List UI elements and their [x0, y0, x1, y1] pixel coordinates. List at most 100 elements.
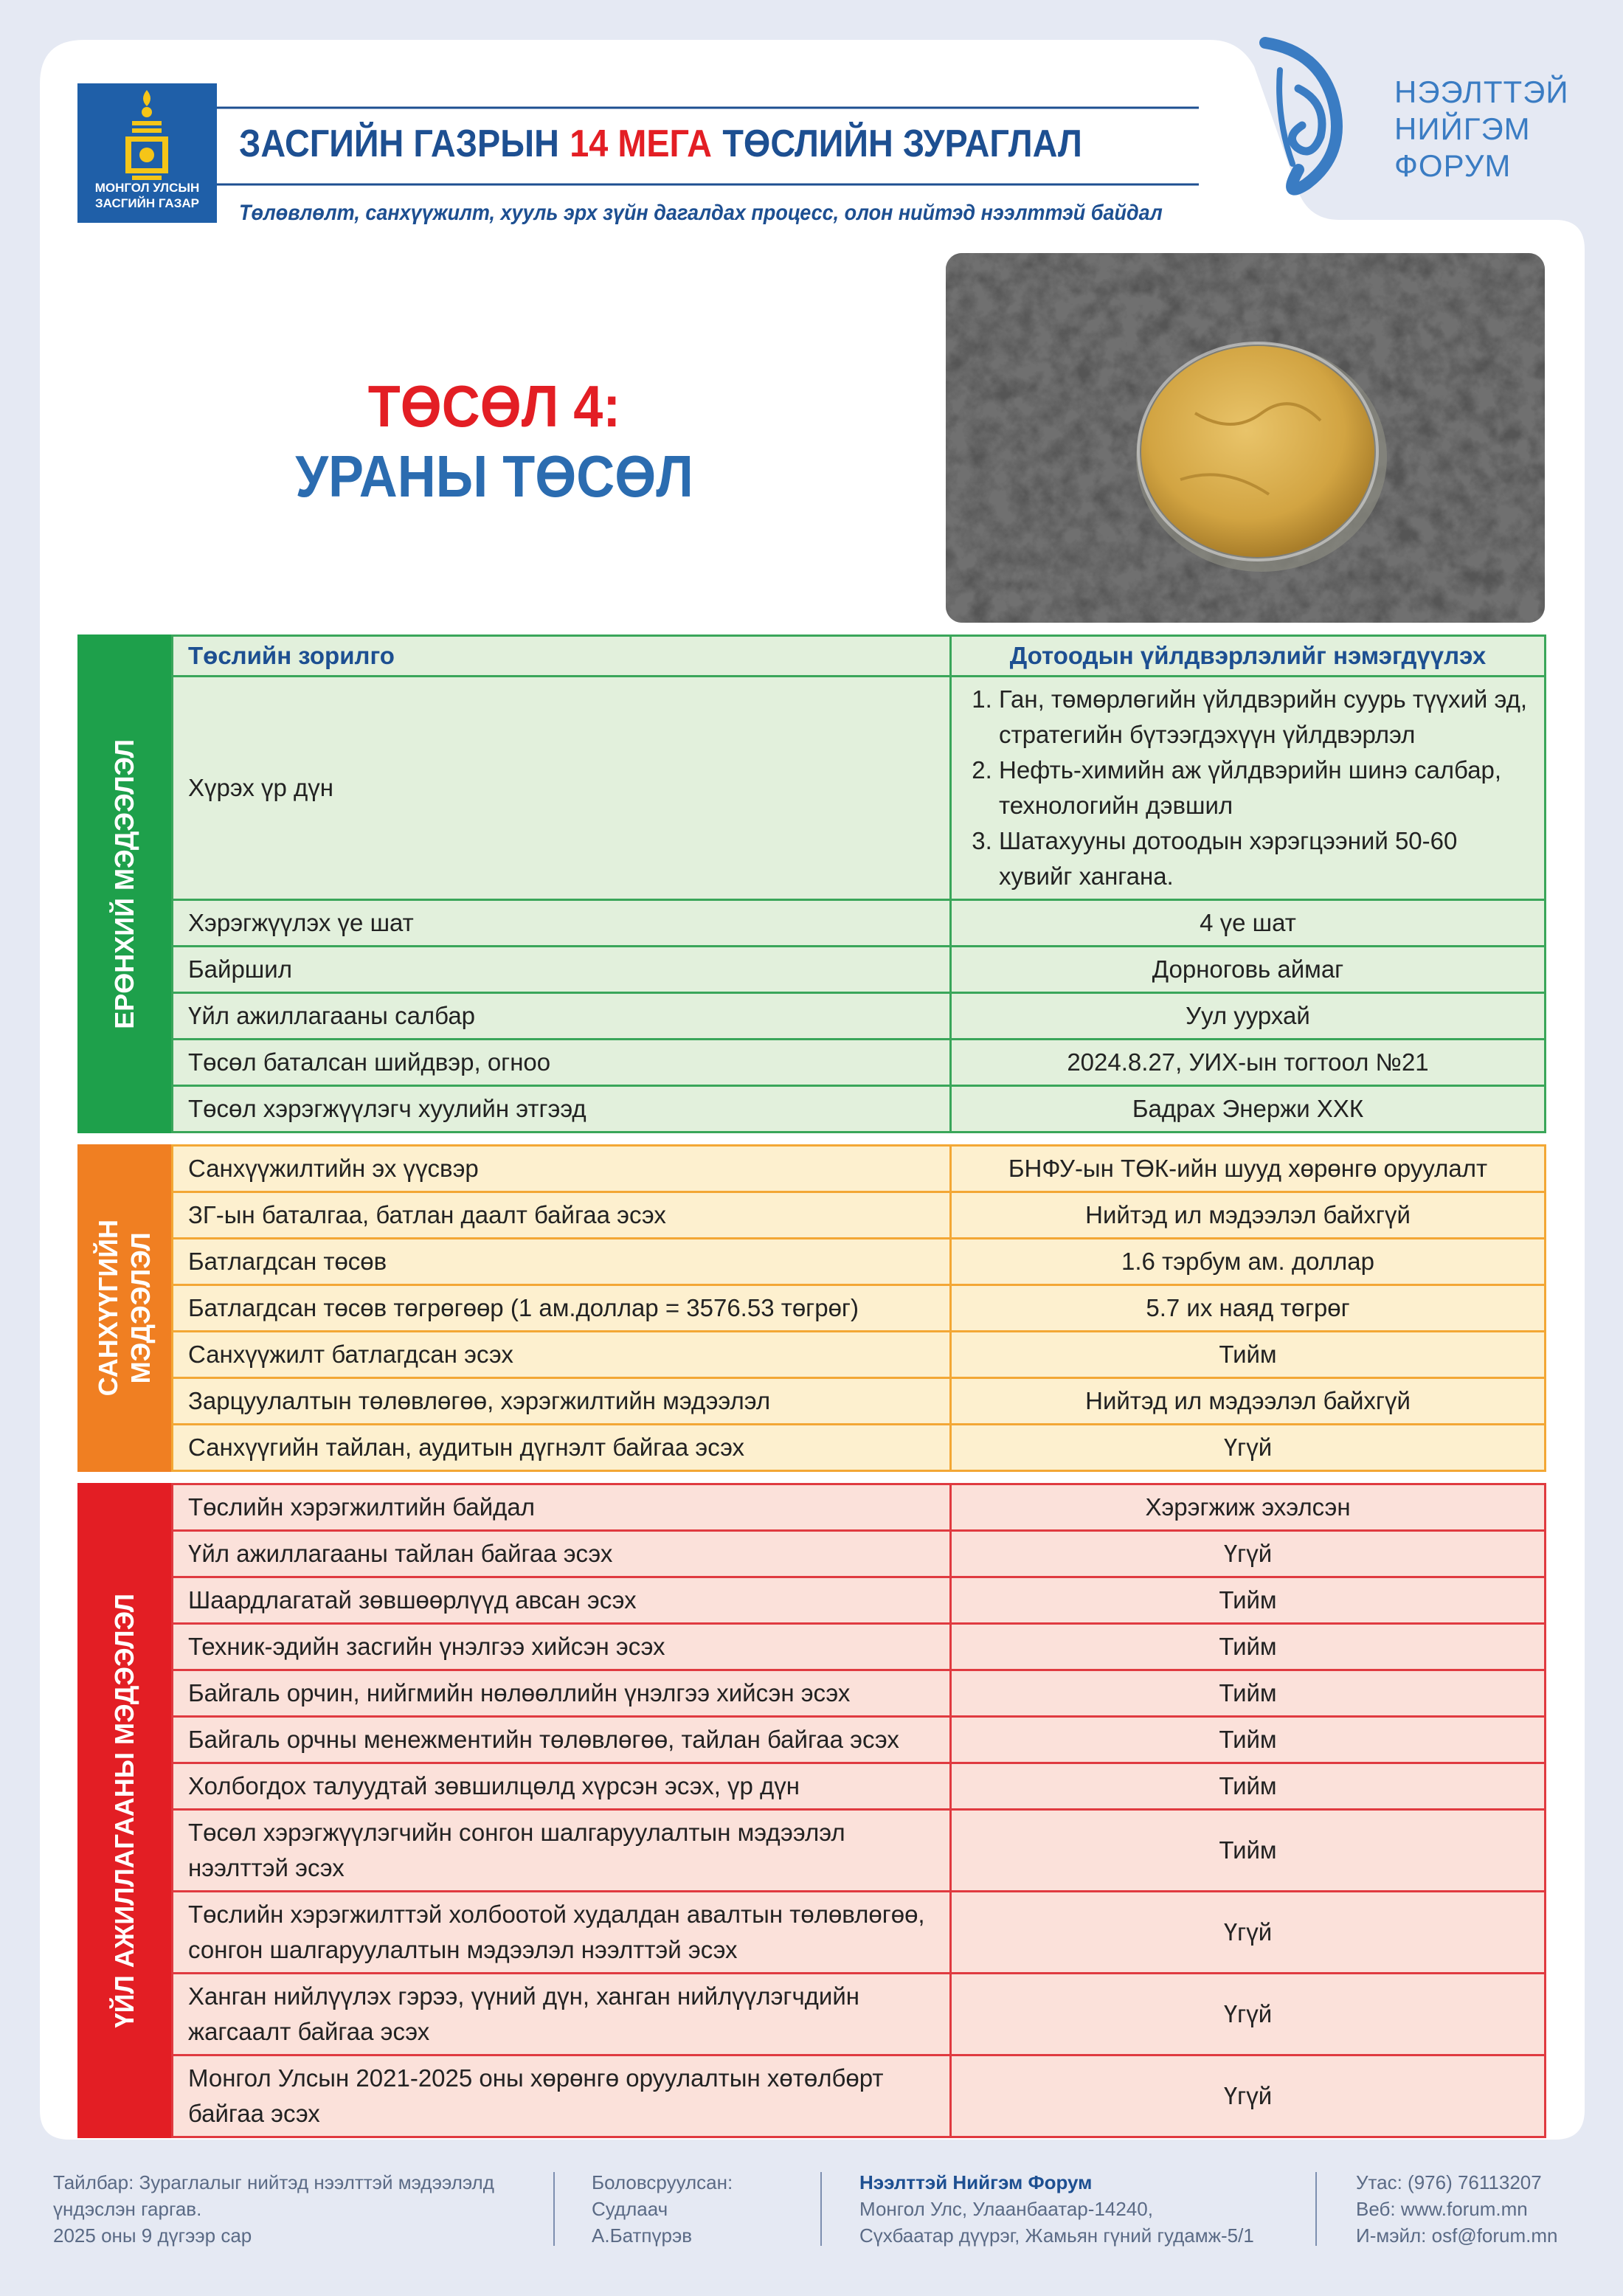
row-label: Төслийн хэрэгжилтийн байдал [171, 1483, 952, 1532]
result-list: Ган, төмөрлөгийн үйлдвэрийн суурь түүхий… [966, 682, 1529, 894]
row-label: ЗГ-ын баталгаа, батлан даалт байгаа эсэх [171, 1191, 952, 1239]
table-row: Батлагдсан төсөв 1.6 тэрбум ам. доллар [171, 1237, 1546, 1286]
row-label: Байгаль орчны менежментийн төлөвлөгөө, т… [171, 1715, 952, 1764]
table-row: Хэрэгжүүлэх үе шат 4 үе шат [171, 899, 1546, 947]
info-table: Төслийн зорилго Дотоодын үйлдвэрлэлийг нэ… [171, 634, 1546, 1133]
row-value: Нийтэд ил мэдээлэл байхгүй [949, 1377, 1546, 1425]
section-label: ЕРӨНХИЙ МЭДЭЭЛЭЛ [77, 634, 171, 1133]
row-value: 5.7 их наяд төгрөг [949, 1284, 1546, 1332]
table-row: ЗГ-ын баталгаа, батлан даалт байгаа эсэх… [171, 1191, 1546, 1239]
row-label: Хэрэгжүүлэх үе шат [171, 899, 952, 947]
footer-note-line: Тайлбар: Зураглалыг нийтэд нээлттэй мэдэ… [53, 2171, 494, 2193]
header-title: ЗАСГИЙН ГАЗРЫН 14 МЕГА ТӨСЛИЙН ЗУРАГЛАЛ [239, 122, 1093, 166]
emblem [125, 90, 168, 180]
row-label: Төслийн хэрэгжилттэй холбоотой худалдан … [171, 1890, 952, 1974]
footer-note-line: 2025 оны 9 дүгээр сар [53, 2224, 252, 2247]
row-label: Санхүүгийн тайлан, аудитын дүгнэлт байга… [171, 1423, 952, 1472]
row-label: Санхүүжилтийн эх үүсвэр [171, 1144, 952, 1193]
table-row: Төсөл хэрэгжүүлэгчийн сонгон шалгаруулал… [171, 1808, 1546, 1892]
section-label-text: ҮЙЛ АЖИЛЛАГААНЫ МЭДЭЭЛЭЛ [108, 1594, 141, 2027]
row-value: 4 үе шат [949, 899, 1546, 947]
row-label: Төсөл хэрэгжүүлэгч хуулийн этгээд [171, 1085, 952, 1133]
table-row: Хүрэх үр дүн Ган, төмөрлөгийн үйлдвэрийн … [171, 675, 1546, 901]
table-row: Байгаль орчин, нийгмийн нөлөөллийн үнэлг… [171, 1669, 1546, 1718]
section: ҮЙЛ АЖИЛЛАГААНЫ МЭДЭЭЛЭЛ Төслийн хэрэгжил… [77, 1483, 1546, 2138]
footer-separator [820, 2172, 822, 2246]
table-row: Төсөл баталсан шийдвэр, огноо 2024.8.27, … [171, 1038, 1546, 1087]
table-row: Үйл ажиллагааны тайлан байгаа эсэх Үгүй [171, 1529, 1546, 1578]
table-header-row: Төслийн зорилго Дотоодын үйлдвэрлэлийг нэ… [171, 634, 1546, 677]
header-value: Дотоодын үйлдвэрлэлийг нэмэгдүүлэх [949, 634, 1546, 677]
row-value: Тийм [949, 1762, 1546, 1811]
table-row: Батлагдсан төсөв төгрөгөөр (1 ам.доллар … [171, 1284, 1546, 1332]
table-row: Төсөл хэрэгжүүлэгч хуулийн этгээд Бадрах … [171, 1085, 1546, 1133]
row-value: Үгүй [949, 1423, 1546, 1472]
row-value: Үгүй [949, 1529, 1546, 1578]
emblem-line: ЗАСГИЙН ГАЗАР [95, 196, 199, 210]
footer-org-name-line: Нээлттэй Нийгэм Форум [859, 2169, 1302, 2196]
row-value: Тийм [949, 1808, 1546, 1892]
section-label: САНХҮҮГИЙН МЭДЭЭЛЭЛ [77, 1144, 171, 1472]
row-value: Үгүй [949, 2054, 1546, 2138]
row-label: Төсөл хэрэгжүүлэгчийн сонгон шалгаруулал… [171, 1808, 952, 1892]
row-value: Тийм [949, 1669, 1546, 1718]
section-label-text: САНХҮҮГИЙН МЭДЭЭЛЭЛ [92, 1220, 157, 1396]
info-table: Санхүүжилтийн эх үүсвэр БНФУ-ын ТӨК-ийн ш… [171, 1144, 1546, 1472]
section: ЕРӨНХИЙ МЭДЭЭЛЭЛ Төслийн зорилго Дотоодын … [77, 634, 1546, 1133]
footer-column: Нээлттэй Нийгэм Форум Монгол Улс, Улаанба… [859, 2169, 1302, 2249]
row-label: Санхүүжилт батлагдсан эсэх [171, 1330, 952, 1379]
result-item: Ган, төмөрлөгийн үйлдвэрийн суурь түүхий… [999, 682, 1529, 753]
row-label: Байгаль орчин, нийгмийн нөлөөллийн үнэлг… [171, 1669, 952, 1718]
row-value: Хэрэгжиж эхэлсэн [949, 1483, 1546, 1532]
row-label: Техник-эдийн засгийн үнэлгээ хийсэн эсэх [171, 1622, 952, 1671]
table-row: Шаардлагатай зөвшөөрлүүд авсан эсэх Тийм [171, 1576, 1546, 1625]
footer-column: Тайлбар: Зураглалыг нийтэд нээлттэй мэдэ… [53, 2169, 540, 2249]
row-label: Зарцуулалтын төлөвлөгөө, хэрэгжилтийн мэ… [171, 1377, 952, 1425]
footer-column: Утас: (976) 76113207 Веб: www.forum.mn И-м… [1356, 2169, 1607, 2249]
row-value: 1.6 тэрбум ам. доллар [949, 1237, 1546, 1286]
row-label: Монгол Улсын 2021-2025 оны хөрөнгө оруул… [171, 2054, 952, 2138]
table-row: Төслийн хэрэгжилттэй холбоотой худалдан … [171, 1890, 1546, 1974]
row-value: БНФУ-ын ТӨК-ийн шууд хөрөнгө оруулалт [949, 1144, 1546, 1193]
row-label: Байршил [171, 945, 952, 994]
project-name: УРАНЫ ТӨСӨЛ [295, 443, 693, 509]
row-value: Тийм [949, 1576, 1546, 1625]
row-value: Тийм [949, 1330, 1546, 1379]
result-item: Нефть-химийн аж үйлдвэрийн шинэ салбар, … [999, 753, 1529, 823]
section-label-text: ЕРӨНХИЙ МЭДЭЭЛЭЛ [108, 739, 141, 1029]
section-label-line: МЭДЭЭЛЭЛ [125, 1232, 156, 1384]
table-row: Техник-эдийн засгийн үнэлгээ хийсэн эсэх… [171, 1622, 1546, 1671]
forum-logo [1259, 37, 1343, 196]
row-label: Үйл ажиллагааны тайлан байгаа эсэх [171, 1529, 952, 1578]
table-row: Холбогдох талуудтай зөвшилцөлд хүрсэн эс… [171, 1762, 1546, 1811]
title-part: ТӨСЛИЙН ЗУРАГЛАЛ [722, 122, 1082, 165]
table-row: Байгаль орчны менежментийн төлөвлөгөө, т… [171, 1715, 1546, 1764]
row-value: Дорноговь аймаг [949, 945, 1546, 994]
footer-contact-line: И-мэйл: osf@forum.mn [1356, 2224, 1558, 2247]
section: САНХҮҮГИЙН МЭДЭЭЛЭЛ Санхүүжилтийн эх үүсвэ… [77, 1144, 1546, 1472]
footer-separator [553, 2172, 555, 2246]
row-label: Үйл ажиллагааны салбар [171, 992, 952, 1040]
photo [946, 253, 1545, 623]
section-label-line: ЕРӨНХИЙ МЭДЭЭЛЭЛ [108, 739, 139, 1029]
footer-prepared-line: А.Батпүрэв [592, 2224, 693, 2247]
row-value: Нийтэд ил мэдээлэл байхгүй [949, 1191, 1546, 1239]
footer-address-line: Монгол Улс, Улаанбаатар-14240, [859, 2198, 1153, 2220]
emblem-text: МОНГОЛ УЛСЫН ЗАСГИЙН ГАЗАР [77, 180, 217, 211]
table-row: Зарцуулалтын төлөвлөгөө, хэрэгжилтийн мэ… [171, 1377, 1546, 1425]
row-value: Тийм [949, 1715, 1546, 1764]
footer-address-line: Сүхбаатар дүүрэг, Жамьян гүний гудамж-5/… [859, 2224, 1254, 2247]
row-label: Шаардлагатай зөвшөөрлүүд авсан эсэх [171, 1576, 952, 1625]
table-row: Монгол Улсын 2021-2025 оны хөрөнгө оруул… [171, 2054, 1546, 2138]
table-row: Санхүүжилтийн эх үүсвэр БНФУ-ын ТӨК-ийн ш… [171, 1144, 1546, 1193]
footer-note-line: үндэслэн гаргав. [53, 2198, 202, 2220]
forum-logo-line: НЭЭЛТТЭЙ [1394, 75, 1569, 109]
row-label: Батлагдсан төсөв [171, 1237, 952, 1286]
section-label: ҮЙЛ АЖИЛЛАГААНЫ МЭДЭЭЛЭЛ [77, 1483, 171, 2138]
table-row: Үйл ажиллагааны салбар Уул уурхай [171, 992, 1546, 1040]
emblem-line: МОНГОЛ УЛСЫН [94, 181, 200, 195]
row-value: 2024.8.27, УИХ-ын тогтоол №21 [949, 1038, 1546, 1087]
footer: Тайлбар: Зураглалыг нийтэд нээлттэй мэдэ… [0, 2169, 1623, 2258]
row-label: Ханган нийлүүлэх гэрээ, үүний дүн, ханга… [171, 1972, 952, 2056]
forum-logo-line: НИЙГЭМ [1394, 111, 1531, 146]
